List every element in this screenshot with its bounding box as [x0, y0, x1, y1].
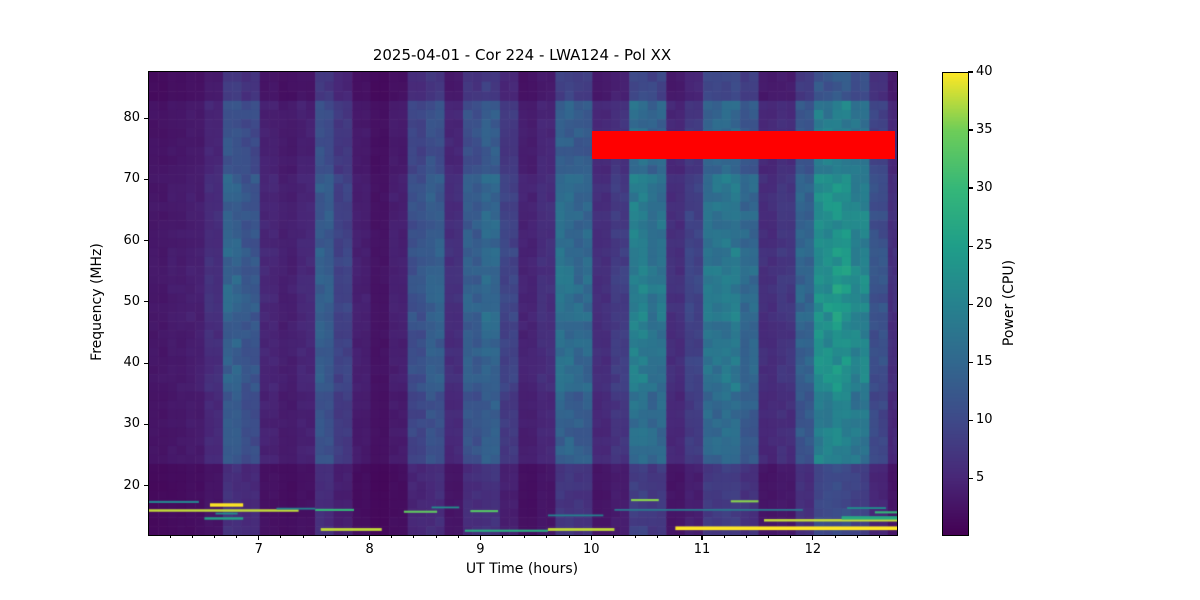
y-major-tick [143, 423, 148, 425]
x-minor-tick [568, 535, 570, 538]
colorbar-label: Power (CPU) [1001, 259, 1017, 347]
x-axis-label: UT Time (hours) [465, 561, 579, 577]
y-tick-label: 60 [123, 232, 140, 248]
x-minor-tick [413, 535, 415, 538]
colorbar-tick [968, 71, 973, 73]
colorbar-tick [968, 419, 973, 421]
x-minor-tick [524, 535, 526, 538]
x-minor-tick [302, 535, 304, 538]
x-minor-tick [723, 535, 725, 538]
x-minor-tick [391, 535, 393, 538]
colorbar-tick-label: 15 [976, 354, 993, 370]
x-minor-tick [745, 535, 747, 538]
x-major-tick [812, 535, 814, 540]
y-tick-label: 80 [123, 110, 140, 126]
x-minor-tick [236, 535, 238, 538]
x-tick-label: 12 [804, 542, 822, 557]
x-minor-tick [280, 535, 282, 538]
x-minor-tick [435, 535, 437, 538]
colorbar-tick-label: 20 [976, 296, 993, 312]
y-major-tick [143, 485, 148, 487]
colorbar [942, 72, 969, 536]
x-major-tick [369, 535, 371, 540]
y-tick-label: 30 [123, 416, 140, 432]
colorbar-tick [968, 245, 973, 247]
colorbar-tick [968, 187, 973, 189]
y-major-tick [143, 362, 148, 364]
y-tick-label: 20 [123, 477, 140, 493]
colorbar-tick-label: 40 [976, 64, 993, 79]
x-minor-tick [612, 535, 614, 538]
x-major-tick [701, 535, 703, 540]
y-tick-label: 50 [123, 293, 140, 309]
y-tick-label: 70 [123, 171, 140, 187]
x-major-tick [479, 535, 482, 540]
colorbar-tick-label: 10 [976, 412, 993, 428]
x-minor-tick [191, 535, 193, 538]
x-minor-tick [324, 535, 326, 538]
x-minor-tick [635, 535, 637, 538]
colorbar-tick [968, 129, 973, 131]
x-minor-tick [457, 535, 459, 538]
y-major-tick [143, 117, 148, 119]
x-tick-label: 8 [365, 542, 374, 557]
colorbar-tick-label: 25 [976, 238, 993, 254]
x-minor-tick [834, 535, 836, 538]
x-minor-tick [546, 535, 548, 538]
x-minor-tick [790, 535, 792, 538]
heatmap-plot-area [148, 71, 898, 536]
x-minor-tick [346, 535, 348, 538]
y-major-tick [143, 178, 148, 180]
x-tick-label: 7 [254, 542, 263, 557]
x-major-tick [590, 535, 592, 540]
y-major-tick [143, 301, 148, 303]
x-tick-label: 9 [476, 542, 485, 557]
masked-rfi-band [592, 131, 895, 159]
x-minor-tick [856, 535, 858, 538]
plot-title: 2025-04-01 - Cor 224 - LWA124 - Pol XX [372, 46, 672, 64]
y-major-tick [143, 240, 148, 242]
colorbar-canvas [943, 73, 968, 535]
x-minor-tick [169, 535, 171, 538]
y-tick-label: 40 [123, 355, 140, 371]
x-major-tick [258, 535, 260, 540]
x-minor-tick [679, 535, 681, 538]
x-minor-tick [213, 535, 215, 538]
x-tick-label: 11 [693, 542, 711, 557]
x-minor-tick [768, 535, 770, 538]
x-minor-tick [502, 535, 504, 538]
colorbar-tick [968, 303, 973, 305]
x-tick-label: 10 [582, 542, 600, 557]
colorbar-tick-label: 5 [976, 470, 985, 486]
colorbar-tick [968, 477, 973, 479]
colorbar-tick [968, 361, 973, 363]
x-minor-tick [657, 535, 659, 538]
colorbar-tick-label: 35 [976, 122, 993, 138]
colorbar-tick-label: 30 [976, 180, 993, 196]
x-minor-tick [878, 535, 880, 538]
